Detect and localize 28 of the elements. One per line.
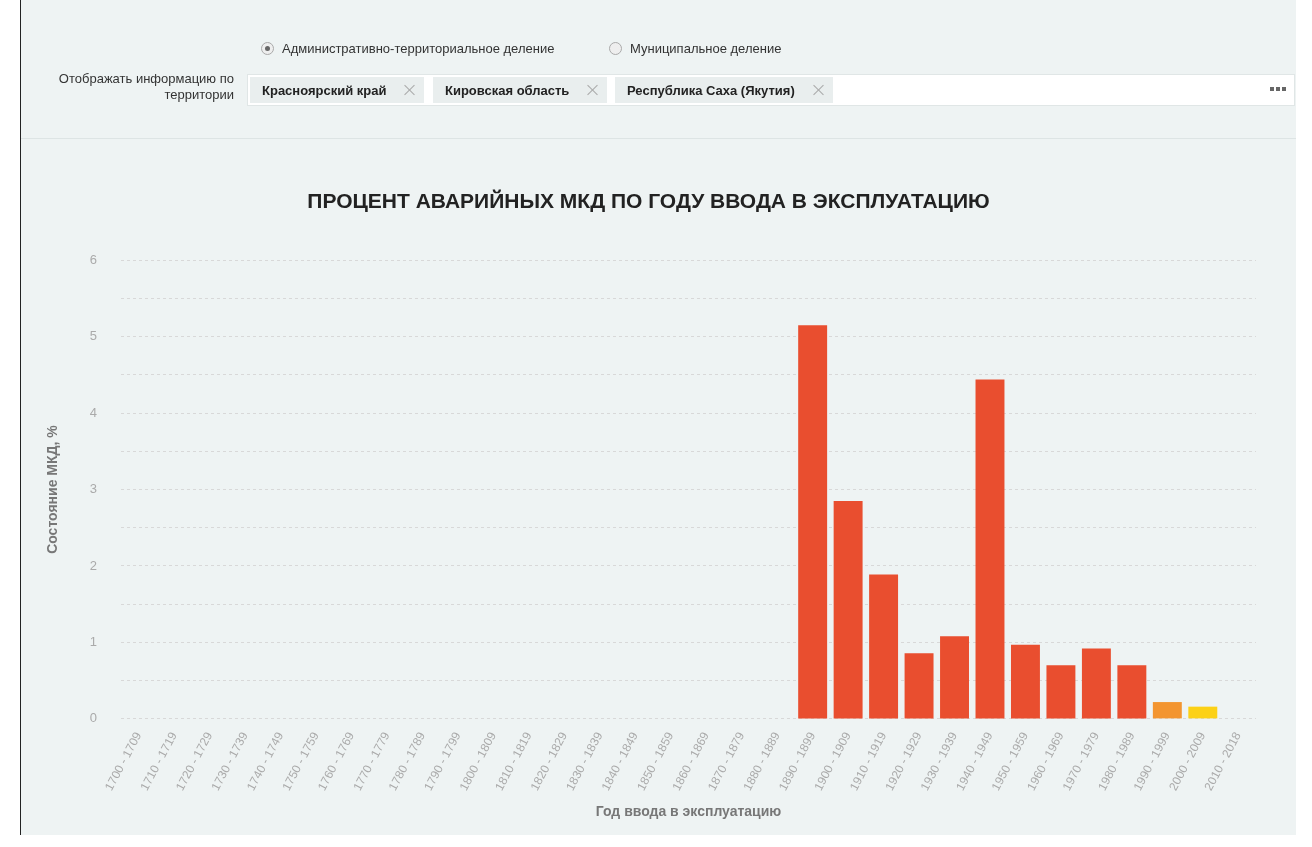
- y-tick-label: 2: [89, 557, 98, 573]
- text: Административно-территориальное деление: [282, 41, 555, 56]
- text: Муниципальное деление: [630, 41, 782, 56]
- y-axis-title: Состояние МКД, %: [44, 424, 61, 554]
- bar: [975, 379, 1005, 719]
- y-tick-label: 3: [89, 481, 98, 497]
- y-tick-label: 1: [89, 634, 98, 650]
- bar: [1188, 706, 1218, 719]
- text: Кировская область: [445, 82, 570, 98]
- y-tick-label: 4: [89, 404, 98, 420]
- bar: [1081, 648, 1111, 719]
- bar: [1117, 665, 1147, 719]
- x-axis-title: Год ввода в эксплуатацию: [595, 803, 782, 820]
- text: Республика Саха (Якутия): [627, 82, 795, 98]
- bar: [1046, 665, 1076, 719]
- text: Красноярский край: [262, 82, 387, 98]
- y-tick-label: 5: [89, 328, 98, 344]
- y-tick-label: 0: [89, 710, 98, 726]
- bar: [940, 636, 969, 719]
- bar: [869, 574, 899, 719]
- chart-title: ПРОЦЕНТ АВАРИЙНЫХ МКД ПО ГОДУ ВВОДА В ЭКСПЛУАТАЦИЮ: [307, 189, 990, 213]
- bar: [798, 325, 828, 719]
- bar: [904, 653, 934, 719]
- bar: [1152, 702, 1182, 719]
- text: Отображать информацию по территории: [57, 71, 234, 103]
- bar: [1010, 644, 1040, 719]
- y-tick-label: 6: [89, 251, 98, 267]
- bar: [833, 501, 863, 719]
